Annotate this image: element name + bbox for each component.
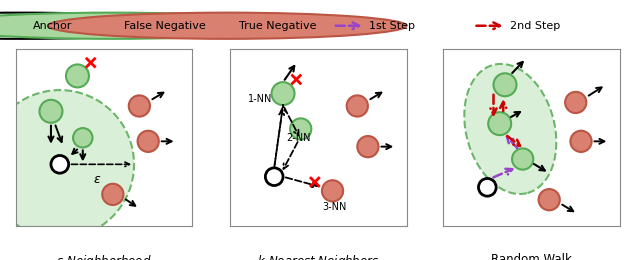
Text: 2-NN: 2-NN: [287, 133, 311, 143]
Circle shape: [539, 189, 560, 210]
Circle shape: [40, 100, 63, 123]
Circle shape: [347, 95, 368, 116]
Text: 1-NN: 1-NN: [248, 94, 272, 104]
Circle shape: [271, 82, 294, 105]
Circle shape: [129, 95, 150, 116]
Circle shape: [66, 64, 89, 87]
Text: $\epsilon$: $\epsilon$: [93, 173, 101, 186]
Text: 3-NN: 3-NN: [322, 202, 346, 212]
Circle shape: [512, 148, 533, 170]
Circle shape: [570, 131, 591, 152]
Circle shape: [322, 180, 343, 202]
Text: 1st Step: 1st Step: [369, 21, 415, 31]
Circle shape: [48, 13, 406, 39]
Text: $k$-Nearest Neighbors: $k$-Nearest Neighbors: [257, 253, 380, 260]
Circle shape: [565, 92, 586, 113]
Text: True Negative: True Negative: [239, 21, 316, 31]
Ellipse shape: [464, 64, 556, 194]
Circle shape: [102, 184, 124, 205]
Circle shape: [357, 136, 378, 157]
Circle shape: [290, 118, 311, 140]
Circle shape: [0, 90, 134, 239]
Circle shape: [51, 155, 68, 173]
Text: 2nd Step: 2nd Step: [510, 21, 561, 31]
Circle shape: [479, 178, 496, 196]
Circle shape: [73, 128, 93, 147]
Circle shape: [0, 13, 202, 39]
Circle shape: [0, 13, 291, 39]
Text: Random Walk: Random Walk: [491, 253, 572, 260]
Circle shape: [138, 131, 159, 152]
Text: False Negative: False Negative: [124, 21, 205, 31]
Circle shape: [488, 112, 511, 135]
Text: $\epsilon$-Neighborhood: $\epsilon$-Neighborhood: [56, 253, 152, 260]
Text: Anchor: Anchor: [33, 21, 73, 31]
Circle shape: [493, 73, 516, 96]
Circle shape: [266, 168, 283, 186]
